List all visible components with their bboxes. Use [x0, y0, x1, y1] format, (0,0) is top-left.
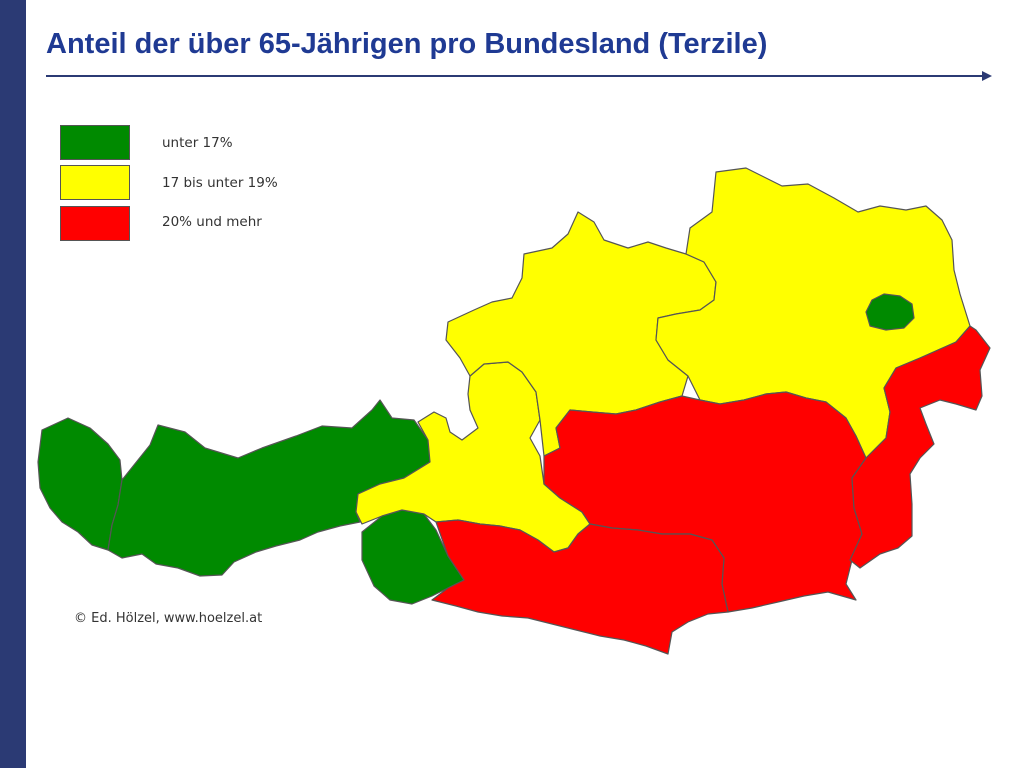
region-wien: [865, 293, 915, 331]
legend-swatch-mid: [60, 165, 130, 200]
legend-label-mid: 17 bis unter 19%: [162, 175, 278, 191]
legend-item-mid: 17 bis unter 19%: [60, 165, 320, 203]
region-burgenland: [849, 325, 991, 569]
austria-map: [37, 167, 991, 655]
legend-swatch-low: [60, 125, 130, 160]
legend-label-low: unter 17%: [162, 135, 233, 151]
copyright-notice: © Ed. Hölzel, www.hoelzel.at: [74, 611, 263, 626]
legend-item-low: unter 17%: [60, 125, 320, 163]
legend-label-high: 20% und mehr: [162, 214, 262, 230]
title-underline-arrow: [46, 71, 992, 81]
slide-title: Anteil der über 65-Jährigen pro Bundesla…: [46, 28, 768, 60]
legend-item-high: 20% und mehr: [60, 206, 320, 244]
region-kaernten: [431, 519, 729, 655]
region-vorarlberg: [37, 417, 123, 551]
slide-side-bar: [0, 0, 26, 768]
legend-swatch-high: [60, 206, 130, 241]
